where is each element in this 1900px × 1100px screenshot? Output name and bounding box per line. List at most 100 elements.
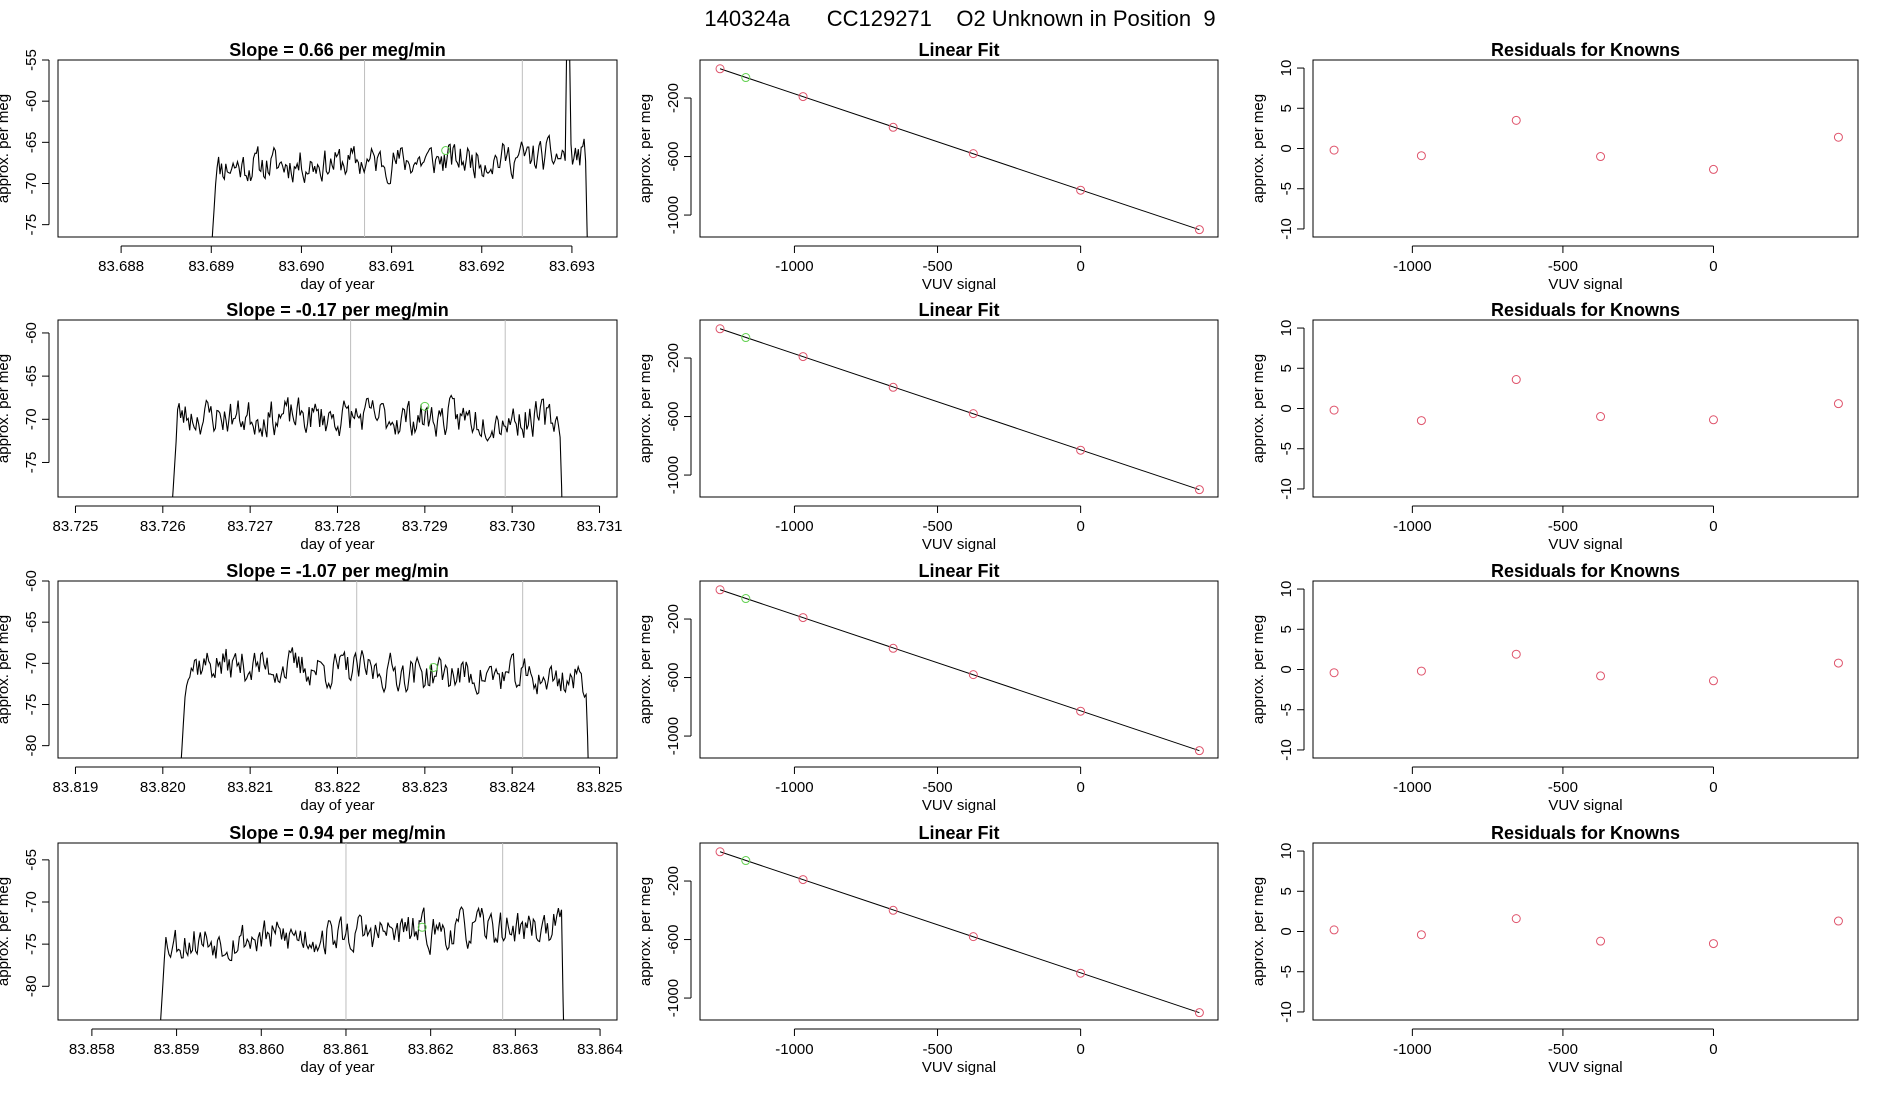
timeseries-panel: Slope = 0.66 per meg/min 83.688 83.689 83.6… — [0, 40, 618, 293]
x-tick-label: 83.860 — [238, 1041, 284, 1058]
y-axis-label: approx. per meg — [0, 615, 12, 724]
x-tick-label: 83.819 — [53, 779, 99, 796]
residuals-panel: Residuals for Knowns -1000 -500 0 VUV signal… — [1250, 561, 1859, 814]
y-tick-label: -80 — [23, 975, 40, 997]
known-point — [1076, 185, 1086, 195]
known-point — [798, 613, 808, 623]
y-tick-label: -5 — [1278, 965, 1295, 978]
x-tick-label: -500 — [1548, 518, 1578, 535]
known-point — [798, 352, 808, 362]
plot-frame — [699, 319, 1219, 498]
y-tick-label: -200 — [665, 604, 682, 634]
residuals-title: Residuals for Knowns — [1491, 561, 1680, 581]
known-point — [888, 643, 898, 653]
y-tick-label: -80 — [23, 735, 40, 757]
x-tick-label: 83.726 — [140, 518, 186, 535]
y-tick-label: -1000 — [665, 979, 682, 1017]
y-tick-label: -1000 — [665, 717, 682, 755]
x-tick-label: -500 — [1548, 258, 1578, 275]
timeseries-title: Slope = 0.94 per meg/min — [229, 823, 446, 843]
linear-fit-panel: Linear Fit -1000 -500 0 VUV signal -1000 -600 -… — [637, 40, 1219, 293]
y-tick-label: -60 — [23, 90, 40, 112]
unknown-point — [741, 73, 751, 83]
x-tick-label: -1000 — [775, 1041, 813, 1058]
known-point — [798, 92, 808, 102]
y-axis-label: approx. per meg — [637, 94, 654, 203]
x-axis-label: VUV signal — [922, 276, 996, 293]
y-tick-label: -55 — [23, 49, 40, 71]
x-tick-label: 83.688 — [98, 258, 144, 275]
chart-row-4: Slope = 0.94 per meg/min 83.858 83.859 83.8… — [0, 823, 1859, 1076]
y-tick-label: 10 — [1278, 60, 1295, 77]
y-tick-label: -600 — [665, 402, 682, 432]
x-tick-label: 83.862 — [408, 1041, 454, 1058]
plot-frame — [57, 842, 618, 1021]
chart-row-2: Slope = -0.17 per meg/min 83.725 83.726 83.… — [0, 300, 1859, 553]
y-tick-label: -10 — [1278, 478, 1295, 500]
x-tick-label: 0 — [1709, 779, 1717, 796]
fit-line — [719, 589, 1200, 752]
y-tick-label: -1000 — [665, 456, 682, 494]
x-tick-label: 83.824 — [489, 779, 535, 796]
timeseries-panel: Slope = -1.07 per meg/min 83.819 83.820 83.… — [0, 561, 622, 814]
y-tick-label: 0 — [1278, 144, 1295, 152]
residual-point — [1833, 399, 1843, 409]
linear-fit-panel: Linear Fit -1000 -500 0 VUV signal -1000 -600 -… — [637, 823, 1219, 1076]
x-tick-label: 83.863 — [492, 1041, 538, 1058]
x-axis-label: VUV signal — [922, 797, 996, 814]
residual-point — [1833, 132, 1843, 142]
highlight-point — [417, 922, 427, 932]
y-tick-label: -600 — [665, 663, 682, 693]
known-point — [1076, 968, 1086, 978]
residuals-title: Residuals for Knowns — [1491, 823, 1680, 843]
y-tick-label: 0 — [1278, 665, 1295, 673]
fit-line — [719, 68, 1200, 231]
y-tick-label: -600 — [665, 925, 682, 955]
y-axis-label: approx. per meg — [0, 94, 12, 203]
fit-line — [719, 851, 1200, 1014]
y-tick-label: -75 — [23, 452, 40, 474]
residual-point — [1596, 412, 1606, 422]
y-tick-label: -70 — [23, 408, 40, 430]
known-point — [715, 847, 725, 857]
known-point — [715, 324, 725, 334]
timeseries-title: Slope = -1.07 per meg/min — [226, 561, 449, 581]
y-tick-label: -5 — [1278, 442, 1295, 455]
known-point — [1194, 225, 1204, 235]
y-axis-label: approx. per meg — [1250, 877, 1267, 986]
y-tick-label: -75 — [23, 694, 40, 716]
x-tick-label: -1000 — [1393, 1041, 1431, 1058]
x-axis-label: VUV signal — [922, 536, 996, 553]
residuals-title: Residuals for Knowns — [1491, 40, 1680, 60]
y-tick-label: -200 — [665, 866, 682, 896]
x-axis-label: VUV signal — [922, 1059, 996, 1076]
y-axis-label: approx. per meg — [1250, 615, 1267, 724]
residual-point — [1511, 375, 1521, 385]
timeseries-panel: Slope = -0.17 per meg/min 83.725 83.726 83.… — [0, 300, 622, 553]
known-point — [715, 585, 725, 595]
known-point — [798, 875, 808, 885]
y-tick-label: 0 — [1278, 404, 1295, 412]
x-tick-label: 0 — [1076, 518, 1084, 535]
linear-fit-title: Linear Fit — [918, 823, 999, 843]
x-tick-label: -1000 — [1393, 518, 1431, 535]
highlight-point — [420, 401, 430, 411]
residual-point — [1329, 925, 1339, 935]
plot-frame — [57, 580, 618, 759]
x-tick-label: 83.820 — [140, 779, 186, 796]
x-tick-label: -1000 — [775, 258, 813, 275]
x-tick-label: 83.859 — [154, 1041, 200, 1058]
x-tick-label: -500 — [923, 1041, 953, 1058]
plot-frame — [1312, 59, 1859, 238]
residual-point — [1708, 415, 1718, 425]
residual-point — [1596, 936, 1606, 946]
x-tick-label: 0 — [1076, 1041, 1084, 1058]
x-axis-label: day of year — [300, 797, 374, 814]
y-tick-label: -10 — [1278, 218, 1295, 240]
y-tick-label: 10 — [1278, 843, 1295, 860]
y-tick-label: -1000 — [665, 196, 682, 234]
y-tick-label: -65 — [23, 365, 40, 387]
residual-point — [1596, 671, 1606, 681]
data-trace — [180, 647, 589, 758]
timeseries-panel: Slope = 0.94 per meg/min 83.858 83.859 83.8… — [0, 823, 623, 1076]
